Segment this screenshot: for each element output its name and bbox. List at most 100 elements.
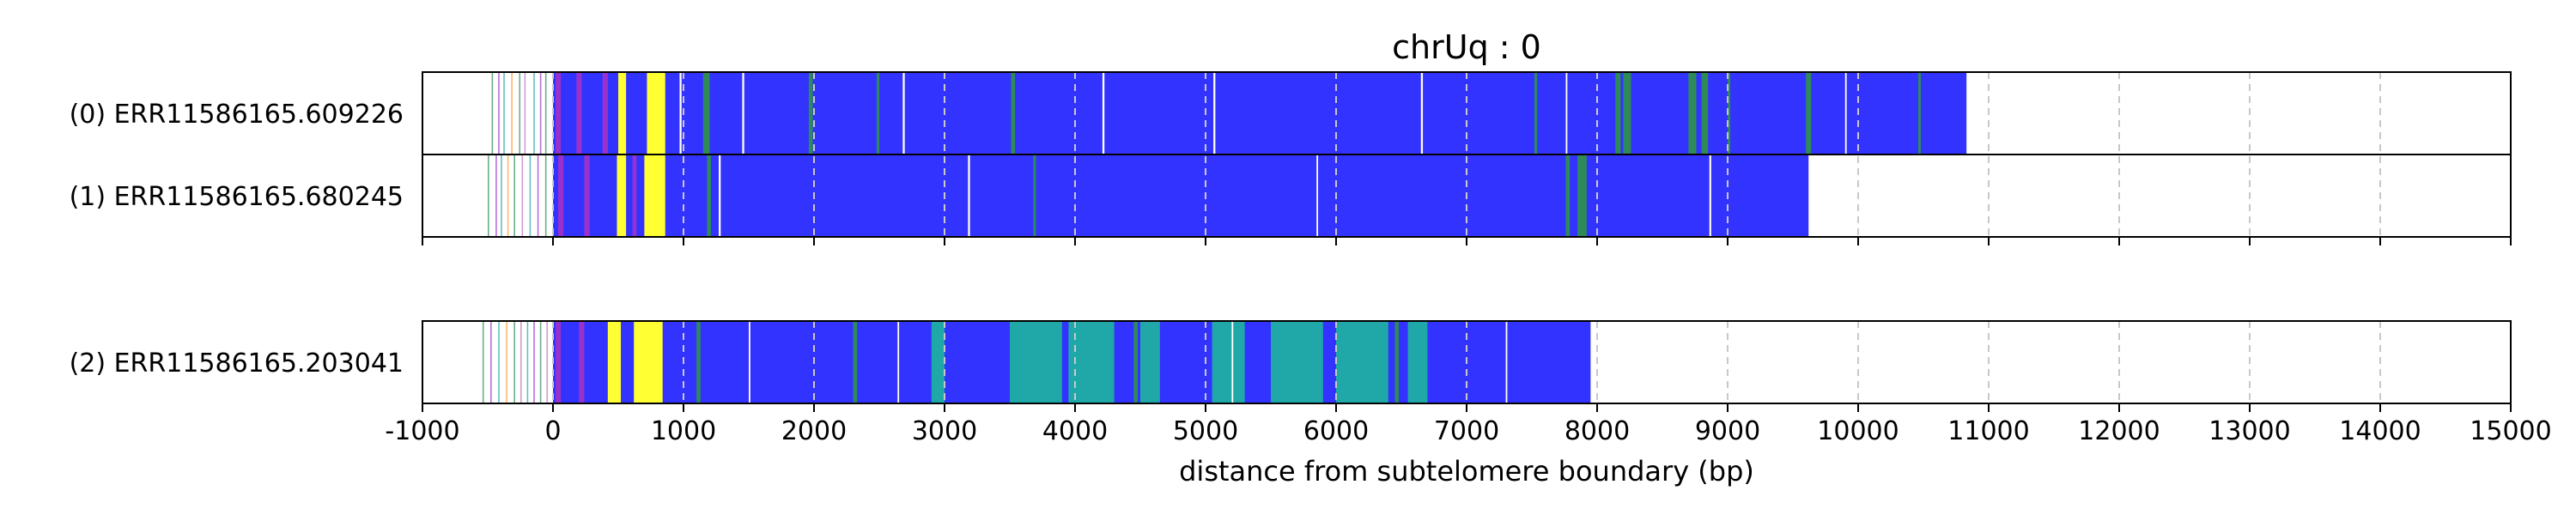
read-0-marker (511, 72, 513, 154)
read-0-marker (544, 72, 547, 154)
read-0-green-segment (1534, 72, 1538, 154)
read-2-teal-segment (1140, 321, 1160, 403)
chart-title: chrUq : 0 (1392, 28, 1541, 66)
x-tick-label: 11000 (1947, 416, 2029, 446)
x-tick-label: 7000 (1434, 416, 1499, 446)
x-tick-label: 3000 (912, 416, 977, 446)
read-2-green-segment (853, 321, 858, 403)
x-tick-label: 5000 (1173, 416, 1238, 446)
read-2-green-segment (1133, 321, 1138, 403)
read-2-gap-segment (897, 321, 900, 403)
read-2-teal-segment (1068, 321, 1115, 403)
x-tick-label: 9000 (1695, 416, 1760, 446)
read-1-marker (529, 154, 532, 237)
read-2-teal-segment (1271, 321, 1323, 403)
read-0-gap-segment (1420, 72, 1424, 154)
read-2-gap-segment (1231, 321, 1234, 403)
read-1-gap-segment (719, 154, 721, 237)
x-tick-label: 15000 (2470, 416, 2551, 446)
read-1-purple-segment (558, 154, 564, 237)
read-1-marker (507, 154, 509, 237)
read-1-gap-segment (1709, 154, 1711, 237)
read-label: (0) ERR11586165.609226 (70, 100, 404, 130)
x-tick-label: 10000 (1817, 416, 1899, 446)
read-0-marker (491, 72, 494, 154)
read-0-purple-segment (602, 72, 608, 154)
read-0-marker (498, 72, 500, 154)
read-2-green-segment (696, 321, 701, 403)
read-0-yellow-segment (647, 72, 665, 154)
read-0-green-segment (1688, 72, 1697, 154)
read-2-purple-segment (556, 321, 562, 403)
read-label: (1) ERR11586165.680245 (70, 182, 404, 212)
x-tick-label: 14000 (2339, 416, 2421, 446)
read-2-gap-segment (1505, 321, 1508, 403)
read-2-marker (533, 321, 535, 403)
read-1-marker (521, 154, 524, 237)
read-0-marker (519, 72, 521, 154)
read-1-gap-segment (1316, 154, 1319, 237)
x-tick-label: 12000 (2078, 416, 2160, 446)
read-0-green-segment (1615, 72, 1621, 154)
read-1-marker (501, 154, 502, 237)
read-0-gap-segment (679, 72, 682, 154)
read-0-green-segment (1728, 72, 1731, 154)
read-1-marker (513, 154, 515, 237)
read-0-marker (503, 72, 505, 154)
read-1-gap-segment (968, 154, 970, 237)
x-axis-label: distance from subtelomere boundary (bp) (1179, 455, 1754, 488)
read-2-marker (490, 321, 492, 403)
read-1-marker (544, 154, 547, 237)
read-0-green-segment (1701, 72, 1709, 154)
x-tick-label: 2000 (781, 416, 847, 446)
read-1-bar (553, 154, 1809, 237)
read-2-gap-segment (749, 321, 750, 403)
read-2-marker (498, 321, 500, 403)
read-1-green-segment (1565, 154, 1571, 237)
read-0-green-segment (808, 72, 813, 154)
read-label: (2) ERR11586165.203041 (70, 348, 404, 379)
read-0-marker (533, 72, 535, 154)
read-2-teal-segment (1407, 321, 1428, 403)
read-0-marker (524, 72, 526, 154)
read-2-marker (513, 321, 515, 403)
read-0-gap-segment (902, 72, 905, 154)
read-0-bar (553, 72, 1967, 154)
x-tick-label: 4000 (1042, 416, 1108, 446)
read-2-yellow-segment (634, 321, 663, 403)
read-2-marker (526, 321, 529, 403)
read-0-gap-segment (742, 72, 744, 154)
read-0-green-segment (1011, 72, 1016, 154)
read-0-gap-segment (1565, 72, 1568, 154)
x-tick-label: 13000 (2208, 416, 2290, 446)
read-2-marker (520, 321, 522, 403)
read-1-marker (495, 154, 497, 237)
read-2-marker (482, 321, 484, 403)
read-1-green-segment (1577, 154, 1587, 237)
x-tick-label: 0 (544, 416, 561, 446)
read-0-green-segment (1806, 72, 1812, 154)
read-0-gap-segment (1213, 72, 1216, 154)
read-1-purple-segment (632, 154, 637, 237)
read-1-purple-segment (584, 154, 590, 237)
read-1-yellow-segment (644, 154, 665, 237)
read-2-teal-segment (1212, 321, 1245, 403)
read-2-marker (506, 321, 507, 403)
x-tick-label: 1000 (651, 416, 716, 446)
read-1-marker (537, 154, 539, 237)
x-tick-label: 8000 (1564, 416, 1630, 446)
read-0-gap-segment (1102, 72, 1105, 154)
read-2-yellow-segment (607, 321, 622, 403)
read-1-yellow-segment (617, 154, 627, 237)
read-0-green-segment (876, 72, 879, 154)
read-0-purple-segment (576, 72, 582, 154)
read-2-purple-segment (579, 321, 585, 403)
read-0-marker (539, 72, 542, 154)
read-2-marker (546, 321, 548, 403)
x-tick-label: -1000 (385, 416, 459, 446)
read-0-gap-segment (1844, 72, 1847, 154)
read-2-teal-segment (931, 321, 945, 403)
read-1-green-segment (707, 154, 711, 237)
